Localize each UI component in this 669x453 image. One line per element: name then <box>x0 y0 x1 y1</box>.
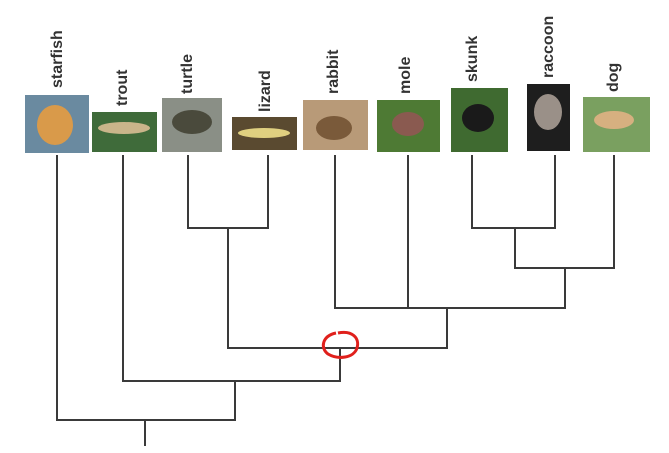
photo-detail <box>392 112 424 136</box>
taxon-label: dog <box>605 63 622 92</box>
taxon-label: starfish <box>49 30 66 88</box>
taxon-label: lizard <box>257 70 274 112</box>
photo-detail <box>534 94 562 130</box>
photos <box>25 84 650 153</box>
photo-detail <box>462 104 494 132</box>
photo-detail <box>316 116 352 140</box>
photo-detail <box>98 122 150 134</box>
taxon-label: rabbit <box>325 49 342 94</box>
highlight-circle <box>321 330 360 359</box>
photo-detail <box>37 105 73 145</box>
taxon-label: skunk <box>464 36 481 82</box>
photo-detail <box>172 110 212 134</box>
taxon-label: mole <box>397 57 414 94</box>
photo-detail <box>238 128 290 138</box>
taxon-label: turtle <box>179 54 196 94</box>
taxon-label: trout <box>114 69 131 106</box>
photo-detail <box>594 111 634 129</box>
taxon-label: raccoon <box>540 16 557 78</box>
tree-branches <box>56 155 615 446</box>
labels: starfish trout turtle lizard rabbit mole… <box>49 16 622 112</box>
